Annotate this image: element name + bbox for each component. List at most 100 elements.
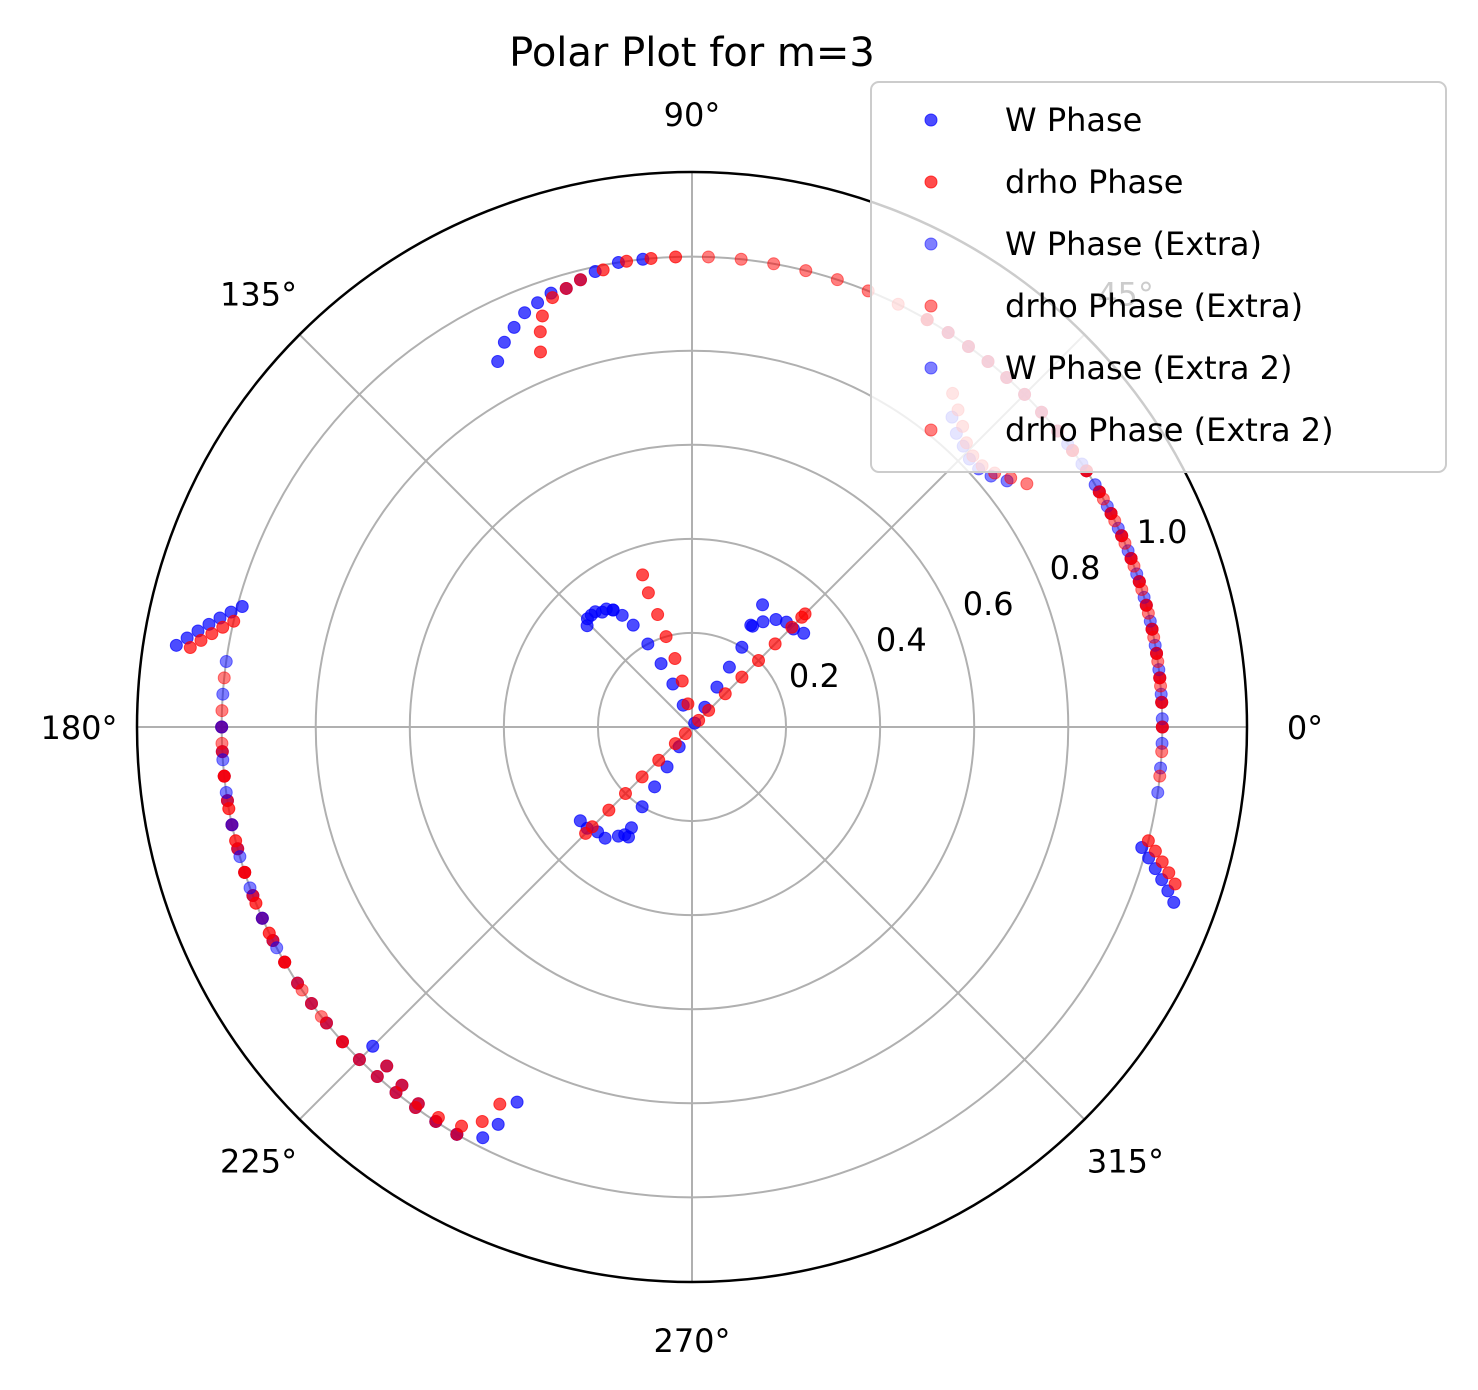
r-gridline-1 (502, 537, 882, 917)
data-point (668, 737, 682, 751)
theta-tick-label: 315° (1087, 1142, 1164, 1180)
data-point (1162, 866, 1176, 880)
data-point (1108, 514, 1122, 528)
data-point (215, 704, 229, 718)
data-point (518, 306, 532, 320)
theta-gridline-135 (298, 333, 693, 728)
data-point (596, 263, 610, 277)
data-point (701, 250, 715, 264)
data-point (183, 641, 197, 655)
data-point (366, 1039, 380, 1053)
data-point (215, 720, 229, 734)
data-point (533, 325, 547, 339)
legend-marker (924, 237, 938, 251)
theta-gridline-315 (691, 726, 1086, 1121)
data-point (618, 787, 632, 801)
data-point (734, 252, 748, 266)
r-tick-label: 0.6 (963, 585, 1014, 623)
data-point (217, 671, 231, 685)
data-point (1118, 536, 1132, 550)
legend-label: drho Phase (1005, 163, 1183, 201)
legend-marker (924, 175, 938, 189)
data-point (598, 831, 612, 845)
data-point (243, 881, 257, 895)
data-point (304, 996, 318, 1010)
data-point (493, 1097, 507, 1111)
legend-label: W Phase (Extra) (1005, 225, 1262, 263)
data-point (507, 320, 521, 334)
data-point (545, 291, 559, 305)
legend-label: W Phase (Extra 2) (1005, 349, 1293, 387)
data-point (233, 850, 247, 864)
data-point (651, 608, 665, 622)
data-point (644, 251, 658, 265)
data-point (1151, 785, 1165, 799)
data-point (370, 1070, 384, 1084)
data-point (735, 670, 749, 684)
data-point (652, 753, 666, 767)
r-gridline-2 (408, 443, 976, 1011)
data-point (1155, 695, 1169, 709)
data-point (1167, 895, 1181, 909)
data-point (219, 655, 233, 669)
data-point (579, 826, 593, 840)
data-point (194, 633, 208, 647)
data-point (635, 770, 649, 784)
data-point (769, 613, 783, 627)
data-point (785, 620, 799, 634)
data-point (669, 250, 683, 264)
theta-tick-label: 180° (40, 709, 117, 747)
data-point (648, 780, 662, 794)
data-point (1127, 559, 1141, 573)
data-point (744, 618, 758, 632)
data-point (235, 599, 249, 613)
r-tick-label: 0.2 (789, 657, 840, 695)
data-point (618, 828, 632, 842)
data-point (222, 802, 236, 816)
data-point (752, 653, 766, 667)
data-point (1141, 606, 1155, 620)
data-point (216, 620, 230, 634)
data-point (270, 941, 284, 955)
theta-tick-label: 0° (1287, 709, 1323, 747)
data-point (659, 630, 673, 644)
data-point (1155, 745, 1169, 759)
data-point (476, 1131, 490, 1145)
data-point (475, 1115, 489, 1129)
data-point (1151, 655, 1165, 669)
data-point (1141, 834, 1155, 848)
polar-spine (135, 170, 1249, 1284)
data-point (718, 687, 732, 701)
data-point (580, 619, 594, 633)
data-point (352, 1053, 366, 1067)
r-tick-label: 0.8 (1050, 549, 1101, 587)
data-point (219, 785, 233, 799)
data-point (1135, 582, 1149, 596)
data-point (756, 615, 770, 629)
legend-marker (924, 361, 938, 375)
data-point (395, 1078, 409, 1092)
data-point (830, 273, 844, 287)
data-point (641, 637, 655, 651)
legend-box (870, 81, 1447, 473)
r-gridline-0 (596, 631, 788, 823)
data-point (768, 637, 782, 651)
data-point (559, 281, 573, 295)
data-point (799, 264, 813, 278)
data-point (1155, 720, 1169, 734)
data-point (692, 713, 706, 727)
data-point (431, 1111, 445, 1125)
r-gridline-3 (314, 349, 1070, 1105)
data-point (205, 627, 219, 641)
legend: W Phase drho Phase W Phase (Extra) drho Pha… (870, 81, 1447, 473)
data-points (169, 250, 1182, 1145)
data-point (380, 1059, 394, 1073)
data-point (314, 1010, 328, 1024)
data-point (238, 865, 252, 879)
data-point (767, 257, 781, 271)
data-point (798, 607, 812, 621)
theta-tick-label: 90° (664, 96, 721, 134)
data-point (756, 598, 770, 612)
data-point (1020, 477, 1034, 491)
data-point (455, 1119, 469, 1133)
